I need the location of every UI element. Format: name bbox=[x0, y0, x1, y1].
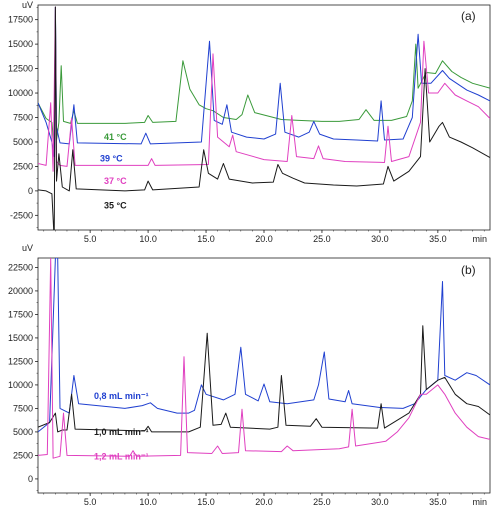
series-lines bbox=[38, 258, 490, 459]
y-tick-label: 22500 bbox=[8, 262, 33, 272]
y-tick-label: 2500 bbox=[13, 161, 33, 171]
y-tick-label: 10000 bbox=[8, 380, 33, 390]
series-label: 37 °C bbox=[104, 176, 127, 186]
x-unit-label: min bbox=[472, 234, 487, 244]
x-tick-label: 30.0 bbox=[371, 234, 389, 244]
y-tick-label: 2500 bbox=[13, 450, 33, 460]
y-tick-label: 15000 bbox=[8, 39, 33, 49]
panel-label: (b) bbox=[461, 263, 476, 277]
series-label: 39 °C bbox=[100, 154, 123, 164]
y-tick-label: 12500 bbox=[8, 64, 33, 74]
y-tick-label: 7500 bbox=[13, 113, 33, 123]
y-tick-label: 5000 bbox=[13, 137, 33, 147]
x-tick-label: 25.0 bbox=[313, 234, 331, 244]
x-tick-label: 15.0 bbox=[197, 234, 215, 244]
y-tick-label: 17500 bbox=[8, 309, 33, 319]
y-tick-label: -2500 bbox=[10, 210, 33, 220]
series-label: 0,8 mL min⁻¹ bbox=[94, 391, 149, 401]
x-tick-label: 30.0 bbox=[371, 497, 389, 507]
y-tick-label: 15000 bbox=[8, 333, 33, 343]
y-tick-label: 20000 bbox=[8, 286, 33, 296]
y-tick-label: 10000 bbox=[8, 88, 33, 98]
y-tick-label: 0 bbox=[28, 186, 33, 196]
series-line bbox=[38, 258, 490, 459]
series-line bbox=[38, 6, 490, 172]
series-label: 41 °C bbox=[104, 132, 127, 142]
x-tick-label: 20.0 bbox=[255, 234, 273, 244]
x-tick-label: 5.0 bbox=[84, 497, 97, 507]
x-tick-label: 15.0 bbox=[197, 497, 215, 507]
y-tick-label: 12500 bbox=[8, 356, 33, 366]
series-label: 1,2 mL min⁻¹ bbox=[94, 451, 149, 461]
y-unit-label: uV bbox=[22, 243, 33, 253]
panel-a: uV -2500 0 2500 5000 7500 10000 12500 15000 17500… bbox=[8, 0, 491, 244]
x-tick-label: 25.0 bbox=[313, 497, 331, 507]
x-tick-label: 10.0 bbox=[139, 234, 157, 244]
x-tick-label: 35.0 bbox=[429, 497, 447, 507]
series-line bbox=[38, 325, 490, 433]
series-line bbox=[38, 6, 490, 230]
series-lines bbox=[38, 6, 490, 230]
y-tick-label: 17500 bbox=[8, 15, 33, 25]
y-tick-label: 7500 bbox=[13, 403, 33, 413]
series-label: 1,0 mL min⁻¹ bbox=[94, 427, 149, 437]
y-tick-label: 0 bbox=[28, 474, 33, 484]
x-tick-label: 5.0 bbox=[84, 234, 97, 244]
series-label: 35 °C bbox=[104, 201, 127, 211]
y-tick-label: 5000 bbox=[13, 427, 33, 437]
x-tick-label: 10.0 bbox=[139, 497, 157, 507]
panel-label: (a) bbox=[461, 9, 476, 23]
y-unit-label: uV bbox=[22, 0, 33, 10]
x-tick-label: 20.0 bbox=[255, 497, 273, 507]
x-unit-label: min bbox=[472, 497, 487, 507]
panel-b: uV 0 2500 5000 7500 10000 12500 15000 17500 20000… bbox=[8, 243, 491, 507]
x-tick-label: 35.0 bbox=[429, 234, 447, 244]
